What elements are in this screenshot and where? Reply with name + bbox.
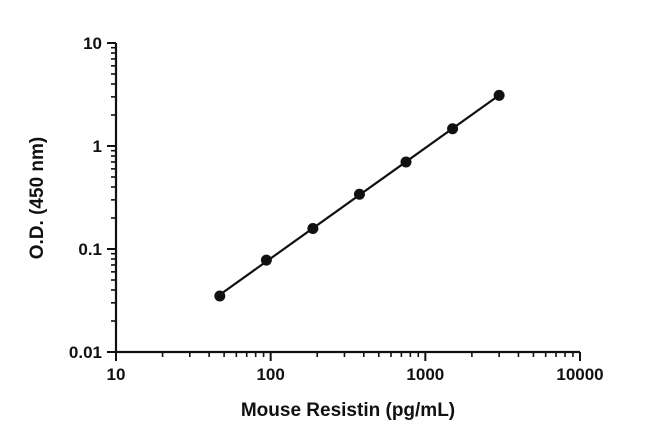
x-tick-label: 10 bbox=[107, 365, 126, 384]
axes bbox=[114, 43, 580, 354]
x-axis-label: Mouse Resistin (pg/mL) bbox=[241, 400, 455, 421]
y-axis-label: O.D. (450 nm) bbox=[27, 137, 48, 259]
ticks: 10 100 1000 10000 0.01 0.1 1 10 bbox=[69, 34, 604, 384]
data-point bbox=[214, 290, 226, 302]
data-point bbox=[447, 123, 459, 135]
x-tick-label: 100 bbox=[256, 365, 284, 384]
y-tick-label: 1 bbox=[93, 137, 102, 156]
data-point bbox=[353, 188, 365, 200]
y-tick-label: 10 bbox=[83, 34, 102, 53]
x-tick-label: 1000 bbox=[406, 365, 444, 384]
data-point bbox=[400, 156, 412, 168]
y-tick-label: 0.1 bbox=[78, 240, 102, 259]
data-point bbox=[493, 89, 505, 101]
x-tick-label: 10000 bbox=[556, 365, 603, 384]
data-point bbox=[260, 254, 272, 266]
data-point bbox=[307, 223, 319, 235]
series-layer bbox=[214, 89, 505, 302]
y-tick-label: 0.01 bbox=[69, 343, 102, 362]
